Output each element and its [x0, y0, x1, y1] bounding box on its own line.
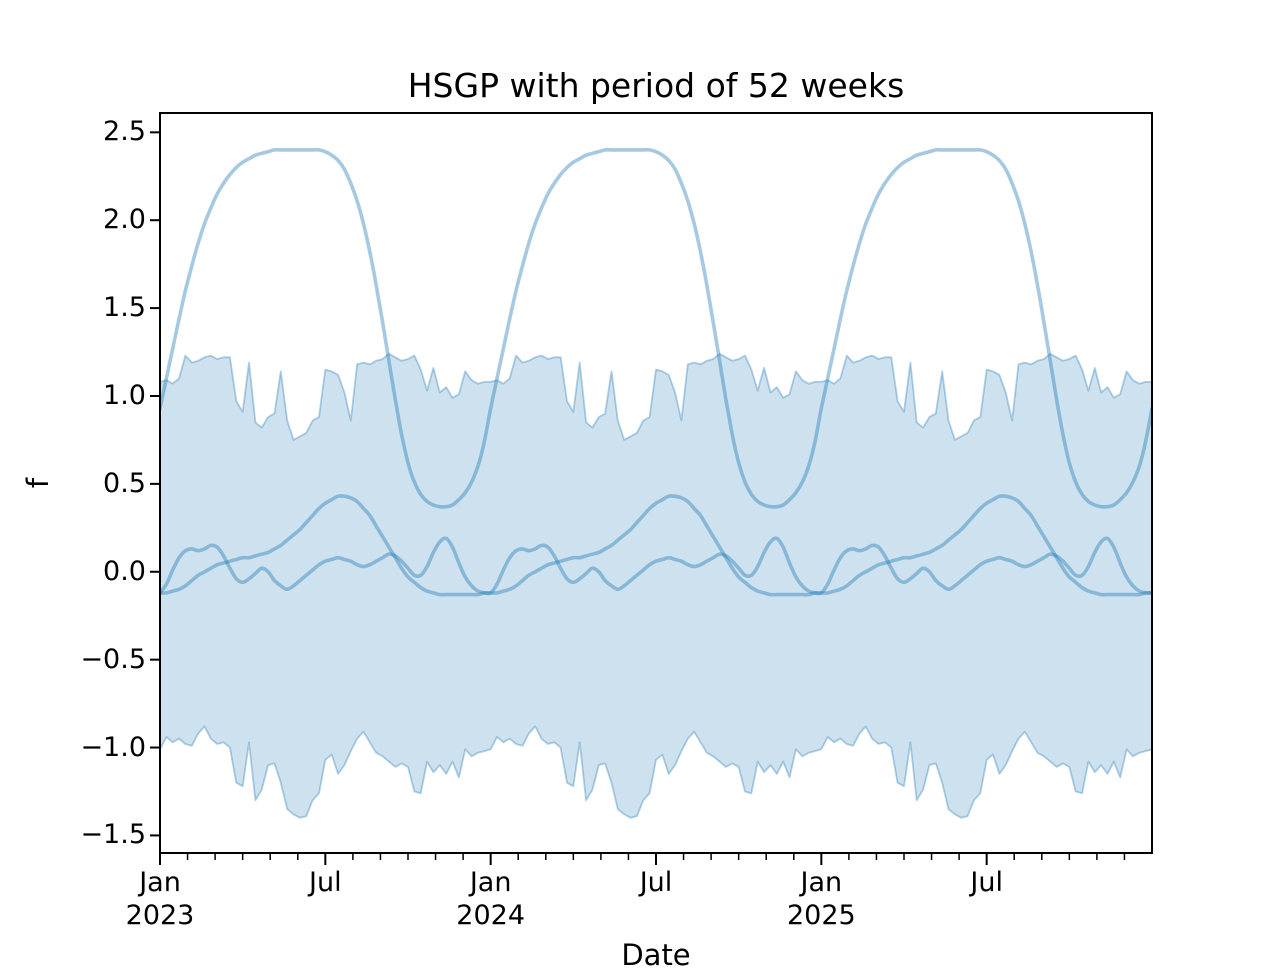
x-tick-label: Jul	[309, 867, 342, 898]
gp-sample-medium-line	[160, 494, 1152, 597]
y-tick-label: −1.5	[80, 819, 146, 851]
gp-sample-small-line	[160, 536, 1152, 596]
uncertainty-band-upper-edge	[160, 352, 1152, 441]
y-tick-label: 2.0	[103, 204, 146, 236]
x-axis-label: Date	[621, 938, 691, 972]
x-tick-label: Jul	[970, 867, 1003, 898]
uncertainty-band-lower-edge	[160, 725, 1152, 819]
gp-sample-large-line	[160, 147, 1152, 509]
y-tick-label: 2.5	[103, 116, 146, 148]
x-tick-label: Jan 2025	[786, 867, 856, 931]
x-tick-label: Jan 2024	[456, 867, 526, 931]
y-tick-label: 1.0	[103, 379, 146, 411]
y-tick-label: 0.0	[103, 555, 146, 587]
x-tick-label: Jan 2023	[125, 867, 195, 931]
chart-title: HSGP with period of 52 weeks	[407, 66, 905, 105]
x-tick-label: Jul	[639, 867, 673, 898]
plot-contents	[160, 147, 1152, 819]
y-tick-label: −1.0	[80, 731, 146, 763]
y-tick-label: −0.5	[80, 643, 146, 675]
y-tick-label: 1.5	[103, 292, 146, 324]
uncertainty-band-fill	[160, 353, 1152, 818]
y-tick-label: 0.5	[103, 467, 146, 499]
